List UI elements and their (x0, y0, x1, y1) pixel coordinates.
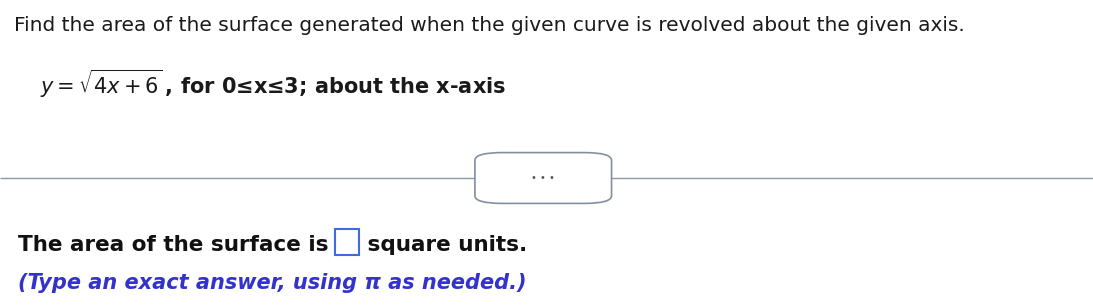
Text: square units.: square units. (360, 235, 527, 255)
FancyBboxPatch shape (474, 152, 612, 203)
Text: • • •: • • • (531, 173, 555, 183)
Text: The area of the surface is: The area of the surface is (17, 235, 336, 255)
Text: Find the area of the surface generated when the given curve is revolved about th: Find the area of the surface generated w… (14, 16, 965, 35)
FancyBboxPatch shape (334, 229, 360, 255)
Text: (Type an exact answer, using π as needed.): (Type an exact answer, using π as needed… (17, 273, 527, 293)
Text: $y = \sqrt{4x + 6}$ , for 0≤x≤3; about the x-axis: $y = \sqrt{4x + 6}$ , for 0≤x≤3; about t… (40, 68, 506, 100)
